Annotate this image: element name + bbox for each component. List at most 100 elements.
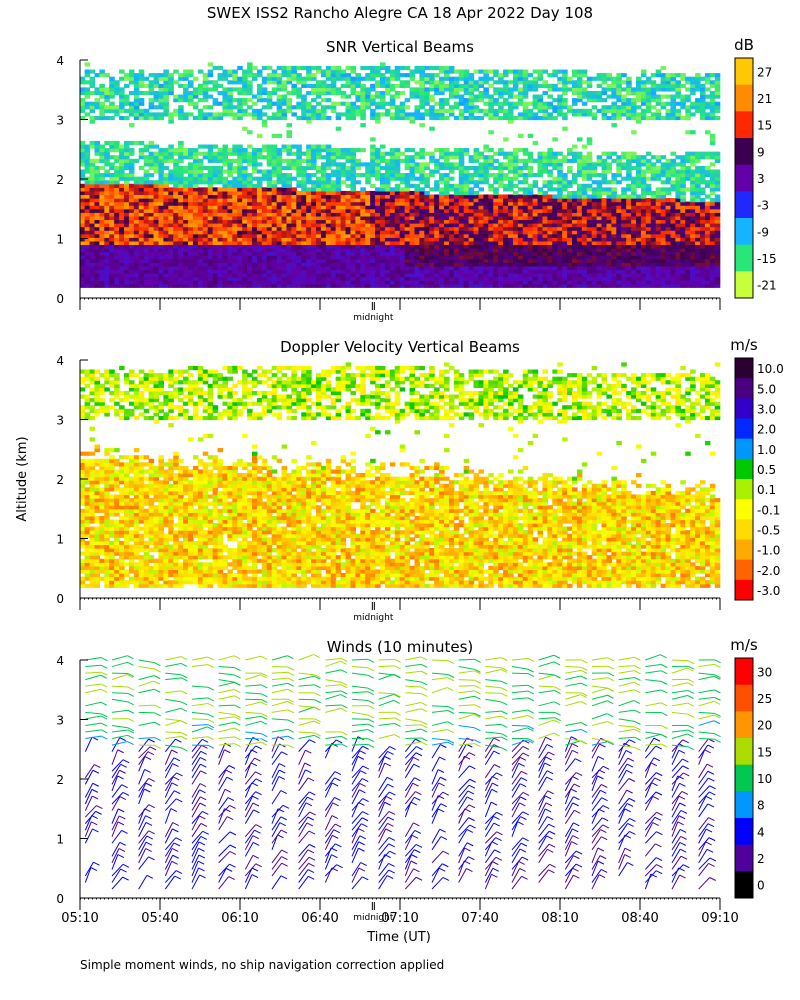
heatmap-cell [419,226,425,231]
heatmap-cell [252,251,258,256]
heatmap-cell [434,65,440,71]
heatmap-cell [266,273,273,278]
heatmap-cell [197,269,204,274]
heatmap-cell [596,98,603,103]
heatmap-cell [306,205,312,210]
heatmap-cell [316,212,322,217]
heatmap-cell [143,148,150,153]
heatmap-cell [508,115,514,121]
heatmap-cell [252,194,258,199]
heatmap-cell [242,158,248,163]
heatmap-cell [404,155,411,160]
heatmap-cell [567,240,573,246]
heatmap-cell [537,115,544,121]
heatmap-cell [114,190,120,196]
heatmap-cell [217,248,224,253]
heatmap-cell [429,269,435,274]
heatmap-cell [79,219,86,224]
heatmap-cell [512,269,519,274]
heatmap-cell [104,233,110,238]
heatmap-cell [414,187,420,192]
heatmap-cell [217,165,224,171]
heatmap-cell [232,165,238,171]
heatmap-cell [94,276,100,281]
heatmap-cell [448,176,455,181]
heatmap-cell [542,258,548,263]
heatmap-cell [119,151,125,156]
heatmap-cell [444,108,450,113]
heatmap-cell [360,215,366,221]
heatmap-cell [94,223,100,228]
heatmap-cell [168,87,174,92]
heatmap-cell [434,240,440,246]
heatmap-cell [399,83,406,88]
heatmap-cell [473,237,480,242]
heatmap-cell [444,187,450,192]
heatmap-cell [350,223,356,228]
heatmap-cell [286,130,292,135]
heatmap-cell [178,83,184,88]
heatmap-cell [296,115,302,121]
heatmap-cell [429,258,435,263]
heatmap-cell [493,173,499,178]
heatmap-cell [252,248,258,253]
heatmap-cell [508,226,514,231]
heatmap-cell [576,69,583,74]
heatmap-cell [276,248,283,253]
heatmap-cell [291,248,297,253]
heatmap-cell [350,269,356,274]
heatmap-cell [281,219,288,224]
heatmap-cell [247,65,253,71]
heatmap-cell [178,240,184,246]
heatmap-cell [576,198,583,203]
heatmap-cell [261,76,268,81]
heatmap-cell [453,151,460,156]
heatmap-cell [143,269,150,274]
heatmap-cell [79,201,86,206]
heatmap-cell [286,240,292,246]
heatmap-cell [508,90,514,96]
heatmap-cell [320,283,327,288]
heatmap-cell [276,151,283,156]
heatmap-cell [335,115,342,121]
heatmap-cell [547,187,553,192]
heatmap-cell [202,83,209,88]
heatmap-cell [355,248,361,253]
heatmap-cell [409,276,416,281]
heatmap-cell [503,151,509,156]
heatmap-cell [153,187,160,192]
heatmap-cell [232,76,238,81]
heatmap-cell [261,208,268,213]
heatmap-cell [178,176,184,181]
heatmap-cell [517,76,524,81]
heatmap-cell [419,280,425,285]
heatmap-cell [360,105,366,110]
heatmap-cell [256,251,263,256]
heatmap-cell [345,205,352,210]
heatmap-cell [572,98,578,103]
heatmap-cell [296,208,302,213]
heatmap-cell [498,280,504,285]
heatmap-cell [345,265,352,271]
heatmap-cell [375,162,381,167]
heatmap-cell [429,198,435,203]
heatmap-cell [463,208,470,213]
heatmap-cell [256,276,263,281]
heatmap-cell [281,165,288,171]
heatmap-cell [434,262,440,267]
heatmap-cell [335,244,342,249]
heatmap-cell [188,169,194,174]
heatmap-cell [252,262,258,267]
heatmap-cell [256,87,263,92]
heatmap-cell [124,205,130,210]
heatmap-cell [384,233,391,238]
heatmap-cell [360,173,366,178]
heatmap-cell [178,223,184,228]
heatmap-cell [547,255,553,260]
heatmap-cell [483,233,489,238]
heatmap-cell [517,265,524,271]
heatmap-cell [439,240,445,246]
heatmap-cell [330,244,337,249]
heatmap-cell [261,187,268,192]
heatmap-cell [335,190,342,196]
